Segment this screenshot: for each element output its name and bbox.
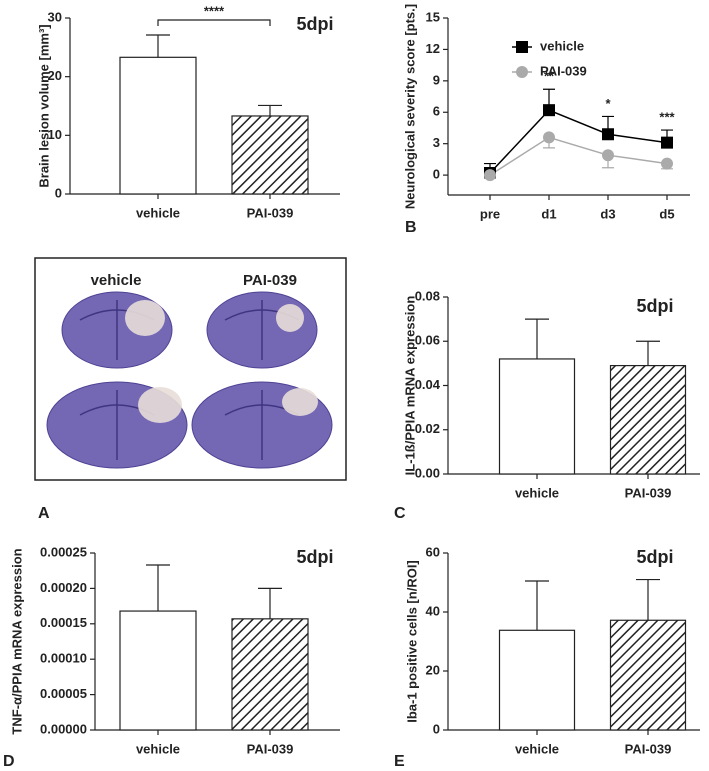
error-bar (146, 564, 170, 612)
y-tick-label: 9 (433, 72, 440, 87)
marker (661, 157, 673, 170)
y-tick-label: 20 (48, 68, 62, 83)
marker (661, 136, 673, 149)
marker (484, 169, 496, 182)
y-tick-label: 40 (426, 603, 440, 618)
y-axis-label: Neurological severity score [pts.] (402, 4, 417, 209)
image-panel: vehicle PAI-039 A (34, 257, 347, 522)
y-tick-label: 0.00000 (40, 721, 87, 736)
x-tick-label: d1 (541, 206, 556, 221)
line (489, 109, 668, 174)
chart: 0 10 20 30 vehicle PAI-039 Brain lesion volume… (36, 3, 340, 220)
annotation: 5dpi (636, 547, 673, 567)
panel-letter: D (3, 753, 15, 770)
y-tick-label: 0 (55, 185, 62, 200)
y-tick-label: 30 (48, 9, 62, 24)
annotation: 5dpi (296, 14, 333, 34)
y-axis-label: Iba-1 positive cells [n/ROI] (404, 560, 419, 723)
error-bar (525, 580, 549, 631)
image-label: vehicle (91, 272, 142, 289)
x-tick-label: vehicle (515, 741, 559, 756)
error-bar (636, 578, 660, 621)
legend-marker (516, 66, 528, 78)
legend-marker (516, 41, 528, 53)
bar (609, 364, 687, 475)
y-tick-label: 0 (433, 167, 440, 182)
significance-label: * (605, 96, 611, 111)
error-bar (636, 340, 660, 366)
y-axis-label: TNF-α/PPIA mRNA expression (9, 548, 24, 734)
significance-label: ** (544, 69, 555, 84)
line (489, 136, 668, 176)
y-tick-label: 0.00005 (40, 686, 87, 701)
x-tick-label: PAI-039 (625, 485, 672, 500)
panel-letter: B (405, 219, 417, 236)
x-tick-label: vehicle (136, 205, 180, 220)
y-tick-label: 60 (426, 544, 440, 559)
annotation: 5dpi (636, 296, 673, 316)
chart: 0.00000 0.00005 0.00010 0.00015 0.00020 0.000… (3, 544, 340, 770)
lesion (125, 300, 318, 423)
bar (231, 618, 309, 731)
y-tick-label: 0.00015 (40, 615, 87, 630)
y-tick-label: 0.08 (415, 288, 440, 303)
panel-letter: E (394, 753, 405, 770)
y-tick-label: 6 (433, 104, 440, 119)
y-axis-label: Brain lesion volume [mm³] (36, 24, 51, 187)
x-tick-label: d5 (659, 206, 674, 221)
error-bar (258, 587, 282, 619)
error-bar (525, 318, 549, 359)
legend-label: PAI-039 (540, 63, 587, 78)
marker (543, 131, 555, 144)
y-tick-label: 0.00025 (40, 544, 87, 559)
bar (609, 619, 687, 731)
panel-letter: A (38, 505, 50, 522)
y-tick-label: 0.06 (415, 333, 440, 348)
bar (119, 56, 197, 195)
bar (231, 115, 309, 195)
x-tick-label: PAI-039 (247, 741, 294, 756)
x-tick-label: pre (480, 206, 500, 221)
panel-letter: C (394, 505, 406, 522)
bar (498, 358, 576, 475)
y-tick-label: 15 (426, 9, 440, 24)
legend-label: vehicle (540, 38, 584, 53)
y-axis-label: IL-1ß/PPIA mRNA expression (402, 296, 417, 476)
x-tick-label: PAI-039 (247, 205, 294, 220)
y-tick-label: 10 (48, 127, 62, 142)
annotation: 5dpi (296, 547, 333, 567)
x-tick-label: vehicle (136, 741, 180, 756)
error-bar (258, 104, 282, 116)
y-tick-label: 0 (433, 721, 440, 736)
y-tick-label: 20 (426, 662, 440, 677)
significance-label: **** (204, 3, 225, 18)
bar (498, 629, 576, 731)
chart: 0.00 0.02 0.04 0.06 0.08 vehicle PAI-039 IL-1ß/… (394, 288, 700, 522)
chart: 0 3 6 9 12 15 pre d1 d3 d5 Neurological severity s… (402, 4, 690, 236)
y-tick-label: 3 (433, 135, 440, 150)
image-label: PAI-039 (243, 272, 297, 289)
significance-label: *** (659, 110, 675, 125)
marker (602, 149, 614, 162)
y-tick-label: 0.00 (415, 465, 440, 480)
x-tick-label: vehicle (515, 485, 559, 500)
error-bar (146, 34, 170, 58)
x-tick-label: PAI-039 (625, 741, 672, 756)
y-tick-label: 0.00020 (40, 580, 87, 595)
y-tick-label: 12 (426, 41, 440, 56)
y-tick-label: 0.00010 (40, 651, 87, 666)
marker (543, 104, 555, 117)
y-tick-label: 0.02 (415, 421, 440, 436)
y-tick-label: 0.04 (415, 377, 441, 392)
bar (119, 610, 197, 731)
x-tick-label: d3 (600, 206, 615, 221)
marker (602, 128, 614, 141)
chart: 0 20 40 60 vehicle PAI-039 Iba-1 positive cell… (394, 544, 700, 770)
significance-bracket (157, 19, 271, 26)
